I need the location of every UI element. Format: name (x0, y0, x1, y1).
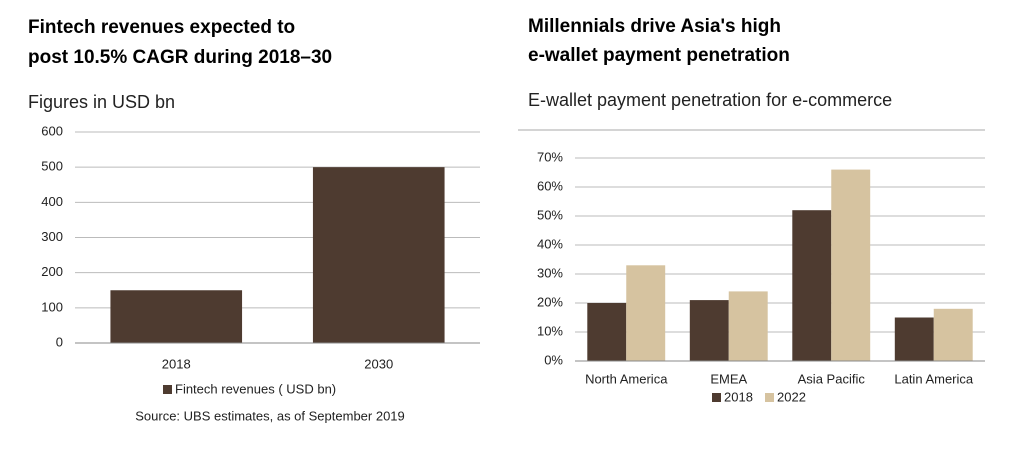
legend-swatch (712, 393, 721, 402)
y-tick-label: 600 (41, 123, 63, 138)
y-tick-label: 60% (537, 178, 563, 193)
bar (689, 300, 729, 361)
x-tick-label: Asia Pacific (798, 371, 866, 386)
y-tick-label: 20% (537, 294, 563, 309)
legend-swatch (163, 385, 172, 394)
x-tick-label: North America (585, 371, 668, 386)
y-tick-label: 30% (537, 265, 563, 280)
bar (587, 303, 627, 361)
y-tick-label: 10% (537, 323, 563, 338)
legend-label: Fintech revenues ( USD bn) (175, 381, 336, 396)
bar (792, 210, 832, 361)
chart-title: e-wallet payment penetration (528, 45, 790, 66)
bar (933, 308, 973, 361)
y-tick-label: 100 (41, 299, 63, 314)
y-tick-label: 70% (537, 149, 563, 164)
x-tick-label: 2018 (162, 356, 191, 371)
legend-label: 2018 (724, 389, 753, 404)
chart-title: Fintech revenues expected to (28, 17, 295, 38)
chart-title: post 10.5% CAGR during 2018–30 (28, 47, 332, 68)
legend-swatch (765, 393, 774, 402)
chart-title: Millennials drive Asia's high (528, 16, 781, 37)
legend-label: 2022 (777, 389, 806, 404)
y-tick-label: 0% (544, 352, 563, 367)
y-tick-label: 40% (537, 236, 563, 251)
bar (894, 317, 934, 361)
bar (728, 291, 768, 361)
x-tick-label: EMEA (710, 371, 747, 386)
y-tick-label: 300 (41, 229, 63, 244)
bar (626, 265, 666, 361)
x-tick-label: 2030 (364, 356, 393, 371)
y-tick-label: 200 (41, 264, 63, 279)
bar (312, 167, 445, 343)
chart-subtitle: Figures in USD bn (28, 92, 175, 112)
y-tick-label: 0 (56, 334, 63, 349)
y-tick-label: 400 (41, 194, 63, 209)
y-tick-label: 500 (41, 159, 63, 174)
y-tick-label: 50% (537, 207, 563, 222)
chart-subtitle: E-wallet payment penetration for e-comme… (528, 90, 892, 110)
bar (110, 290, 243, 343)
x-tick-label: Latin America (894, 371, 974, 386)
source-note: Source: UBS estimates, as of September 2… (135, 408, 405, 423)
bar (831, 169, 871, 361)
